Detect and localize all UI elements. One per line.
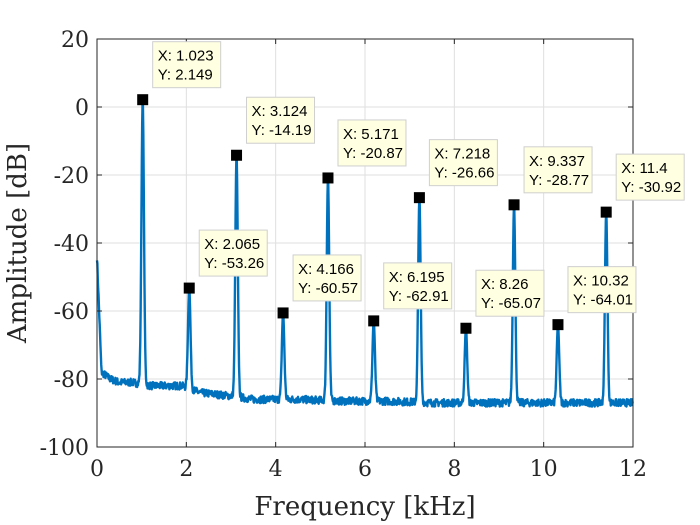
x-tick-label: 12 — [619, 457, 647, 482]
datatip-x-text: X: 9.337 — [529, 153, 585, 170]
x-axis-label: Frequency [kHz] — [254, 492, 475, 522]
datatip-y-text: Y: -62.91 — [389, 288, 449, 305]
datatip-y-text: Y: -53.26 — [204, 255, 264, 272]
y-tick-label: -100 — [40, 436, 89, 461]
y-axis-label: Amplitude [dB] — [3, 143, 33, 344]
datatip-x-text: X: 2.065 — [204, 236, 260, 253]
y-tick-label: -40 — [54, 232, 89, 257]
datatip-x-text: X: 7.218 — [434, 146, 490, 163]
datatip-marker[interactable] — [508, 199, 520, 211]
datatip[interactable]: X: 7.218 Y: -26.66 — [428, 139, 498, 187]
x-tick-label: 4 — [269, 457, 283, 482]
y-tick-label: -20 — [54, 164, 89, 189]
datatip-x-text: X: 4.166 — [298, 261, 354, 278]
datatip-x-text: X: 8.26 — [481, 276, 529, 293]
datatip-x-text: X: 5.171 — [343, 126, 399, 143]
datatip[interactable]: X: 3.124 Y: -14.19 — [246, 96, 316, 144]
datatip-x-text: X: 11.4 — [621, 160, 667, 177]
x-tick-label: 10 — [530, 457, 558, 482]
datatip-y-text: Y: -65.07 — [481, 295, 541, 312]
datatip-x-text: X: 1.023 — [158, 48, 214, 65]
datatip-marker[interactable] — [183, 282, 195, 294]
datatip-marker[interactable] — [552, 319, 564, 331]
y-tick-label: 20 — [61, 28, 89, 53]
datatip-x-text: X: 3.124 — [252, 103, 308, 120]
datatip-box — [523, 146, 593, 194]
datatip-box — [615, 153, 685, 201]
datatip[interactable]: X: 9.337 Y: -28.77 — [523, 146, 593, 194]
datatip-box — [567, 266, 637, 314]
datatip-box — [475, 269, 545, 317]
x-tick-label: 2 — [179, 457, 193, 482]
datatip-x-text: X: 6.195 — [389, 269, 445, 286]
spectrum-line — [95, 98, 634, 408]
datatip[interactable]: X: 4.166 Y: -60.57 — [292, 254, 362, 302]
datatip-marker[interactable] — [231, 149, 243, 161]
datatip-y-text: Y: -26.66 — [434, 165, 494, 182]
datatip[interactable]: X: 1.023 Y: 2.149 — [152, 41, 222, 89]
datatip-markers — [137, 94, 612, 334]
datatips: X: 1.023 Y: 2.149 X: 2.065 Y: -53.26 X: 3.12… — [152, 41, 685, 317]
y-tick-label: 0 — [75, 96, 89, 121]
datatip[interactable]: X: 11.4 Y: -30.92 — [615, 153, 685, 201]
y-tick-label: -60 — [54, 300, 89, 325]
datatip-box — [383, 262, 453, 310]
datatip-marker[interactable] — [413, 192, 425, 204]
datatip-y-text: Y: 2.149 — [158, 67, 213, 84]
axis-ticks: 0 2 4 6 8 10 12 20 0 -20 -40 -60 -80 -100 — [40, 28, 647, 482]
datatip-box — [198, 229, 268, 277]
datatip-y-text: Y: -60.57 — [298, 280, 358, 297]
datatip-x-text: X: 10.32 — [573, 273, 629, 290]
x-tick-label: 6 — [358, 457, 372, 482]
datatip-box — [428, 139, 498, 187]
x-tick-label: 8 — [447, 457, 461, 482]
datatip[interactable]: X: 8.26 Y: -65.07 — [475, 269, 545, 317]
datatip-marker[interactable] — [368, 315, 380, 327]
datatip-box — [152, 41, 222, 89]
datatip-y-text: Y: -14.19 — [252, 122, 312, 139]
datatip-marker[interactable] — [137, 94, 149, 106]
datatip-marker[interactable] — [322, 172, 334, 184]
datatip-y-text: Y: -64.01 — [573, 292, 633, 309]
datatip-y-text: Y: -28.77 — [529, 172, 589, 189]
x-tick-label: 0 — [90, 457, 104, 482]
datatip-box — [292, 254, 362, 302]
datatip-marker[interactable] — [600, 206, 612, 218]
datatip-y-text: Y: -20.87 — [343, 145, 403, 162]
datatip-marker[interactable] — [277, 307, 289, 319]
datatip[interactable]: X: 2.065 Y: -53.26 — [198, 229, 268, 277]
datatip-y-text: Y: -30.92 — [621, 179, 681, 196]
datatip[interactable]: X: 10.32 Y: -64.01 — [567, 266, 637, 314]
datatip-box — [337, 119, 407, 167]
datatip[interactable]: X: 6.195 Y: -62.91 — [383, 262, 453, 310]
y-tick-label: -80 — [54, 368, 89, 393]
datatip-box — [246, 96, 316, 144]
datatip[interactable]: X: 5.171 Y: -20.87 — [337, 119, 407, 167]
datatip-marker[interactable] — [460, 322, 472, 334]
